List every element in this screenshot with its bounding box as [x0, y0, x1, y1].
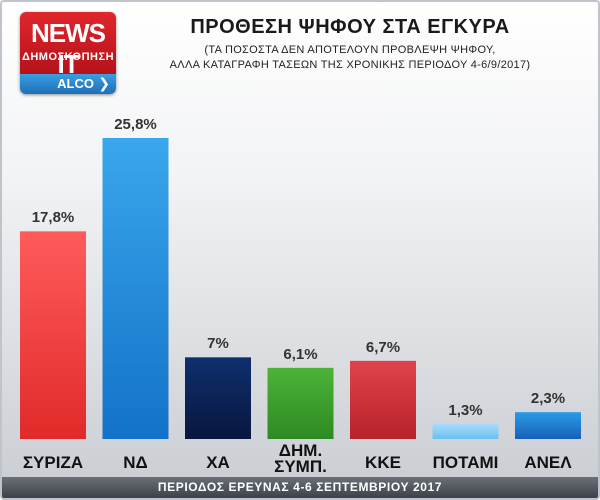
category-label-line: ΣΥΡΙΖΑ	[13, 455, 93, 471]
footer-text: ΠΕΡΙΟΔΟΣ ΕΡΕΥΝΑΣ 4-6 ΣΕΠΤΕΜΒΡΙΟΥ 2017	[2, 480, 598, 494]
category-label: ΣΥΡΙΖΑ	[13, 455, 93, 471]
bar-3	[185, 357, 251, 439]
value-label: 7%	[178, 335, 258, 352]
footer-bar: ΠΕΡΙΟΔΟΣ ΕΡΕΥΝΑΣ 4-6 ΣΕΠΤΕΜΒΡΙΟΥ 2017	[2, 477, 598, 498]
value-label: 6,1%	[261, 346, 341, 363]
bar-7	[515, 412, 581, 439]
category-label-line: ΝΔ	[96, 455, 176, 471]
bar-4	[268, 368, 334, 439]
bar-1	[20, 231, 86, 439]
category-label-line: ΣΥΜΠ.	[261, 459, 341, 475]
value-label: 6,7%	[343, 339, 423, 356]
category-label-line: ΧΑ	[178, 455, 258, 471]
category-label: ΚΚΕ	[343, 455, 423, 471]
bar-2	[103, 138, 169, 439]
bar-6	[433, 424, 499, 439]
value-label: 25,8%	[96, 116, 176, 133]
category-label-line: ΠΟΤΑΜΙ	[426, 455, 506, 471]
category-label: ΔΗΜ. ΣΥΜΠ.	[261, 443, 341, 475]
value-label: 1,3%	[426, 402, 506, 419]
value-label: 17,8%	[13, 209, 93, 226]
category-label: ΑΝΕΛ	[508, 455, 588, 471]
category-label-line: ΚΚΕ	[343, 455, 423, 471]
category-label: ΧΑ	[178, 455, 258, 471]
category-label: ΝΔ	[96, 455, 176, 471]
bar-5	[350, 361, 416, 439]
category-label-line: ΑΝΕΛ	[508, 455, 588, 471]
value-label: 2,3%	[508, 390, 588, 407]
category-label: ΠΟΤΑΜΙ	[426, 455, 506, 471]
